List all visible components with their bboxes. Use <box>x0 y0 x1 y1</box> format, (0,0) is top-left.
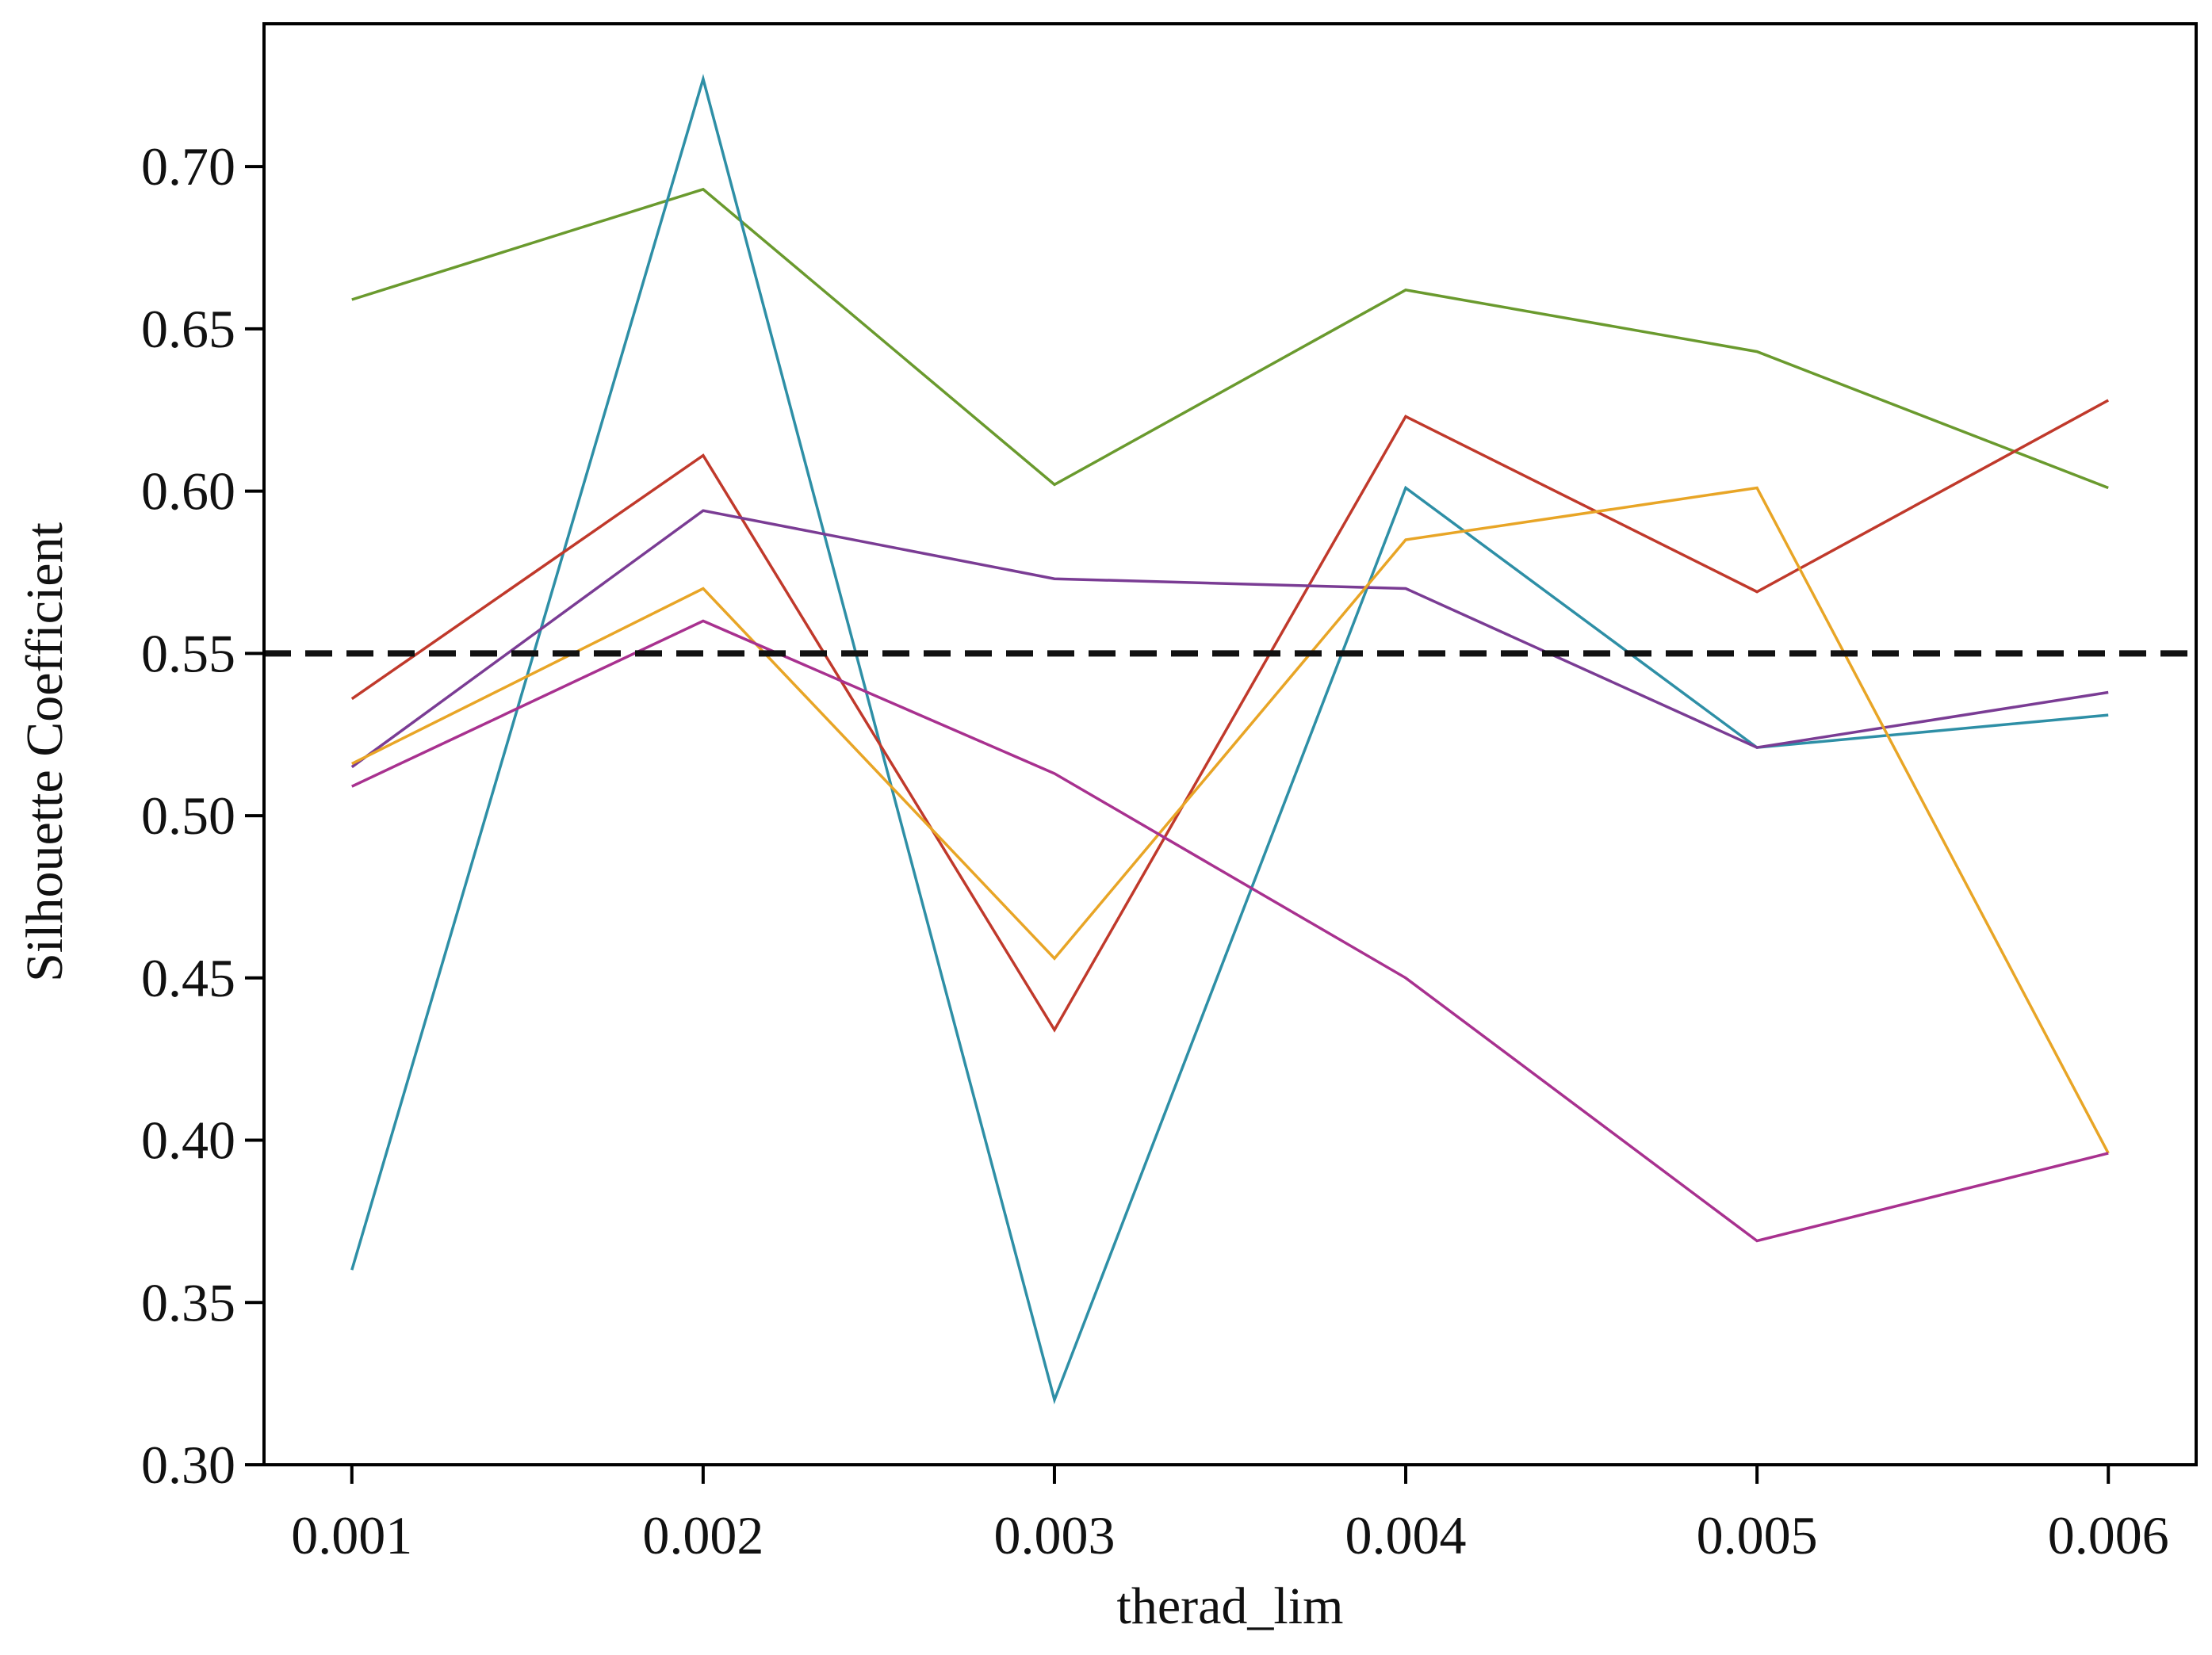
y-tick-label: 0.70 <box>141 136 235 197</box>
y-tick-label: 0.30 <box>141 1435 235 1495</box>
x-axis-label: therad_lim <box>1117 1577 1344 1635</box>
y-tick-label: 0.35 <box>141 1272 235 1332</box>
x-tick-label: 0.001 <box>291 1505 412 1565</box>
series-line-5 <box>351 486 2110 1154</box>
x-tick-label: 0.004 <box>1345 1505 1467 1565</box>
y-tick-label: 0.55 <box>141 623 235 683</box>
x-axis: 0.001 0.002 0.003 0.004 0.005 0.006 <box>291 1465 2169 1565</box>
y-axis: 0.30 0.35 0.40 0.45 0.50 0.55 0.60 0.65 0.70 <box>141 136 264 1495</box>
x-tick-label: 0.002 <box>642 1505 763 1565</box>
x-tick-label: 0.006 <box>2048 1505 2169 1565</box>
y-tick-label: 0.65 <box>141 299 235 359</box>
y-tick-label: 0.50 <box>141 785 235 846</box>
x-tick-label: 0.003 <box>993 1505 1115 1565</box>
y-tick-label: 0.60 <box>141 461 235 522</box>
series-line-1 <box>351 187 2109 490</box>
series-line-3 <box>350 399 2110 1033</box>
series-layer <box>350 74 2110 1405</box>
plot-frame <box>262 22 2198 1466</box>
series-line-6 <box>351 619 2109 1243</box>
y-tick-label: 0.45 <box>141 948 235 1008</box>
series-line-2 <box>350 74 2109 1405</box>
y-axis-label: Silhouette Coefficient <box>16 522 74 982</box>
y-tick-label: 0.40 <box>141 1110 235 1171</box>
series-line-4 <box>350 509 2109 769</box>
x-tick-label: 0.005 <box>1697 1505 1818 1565</box>
